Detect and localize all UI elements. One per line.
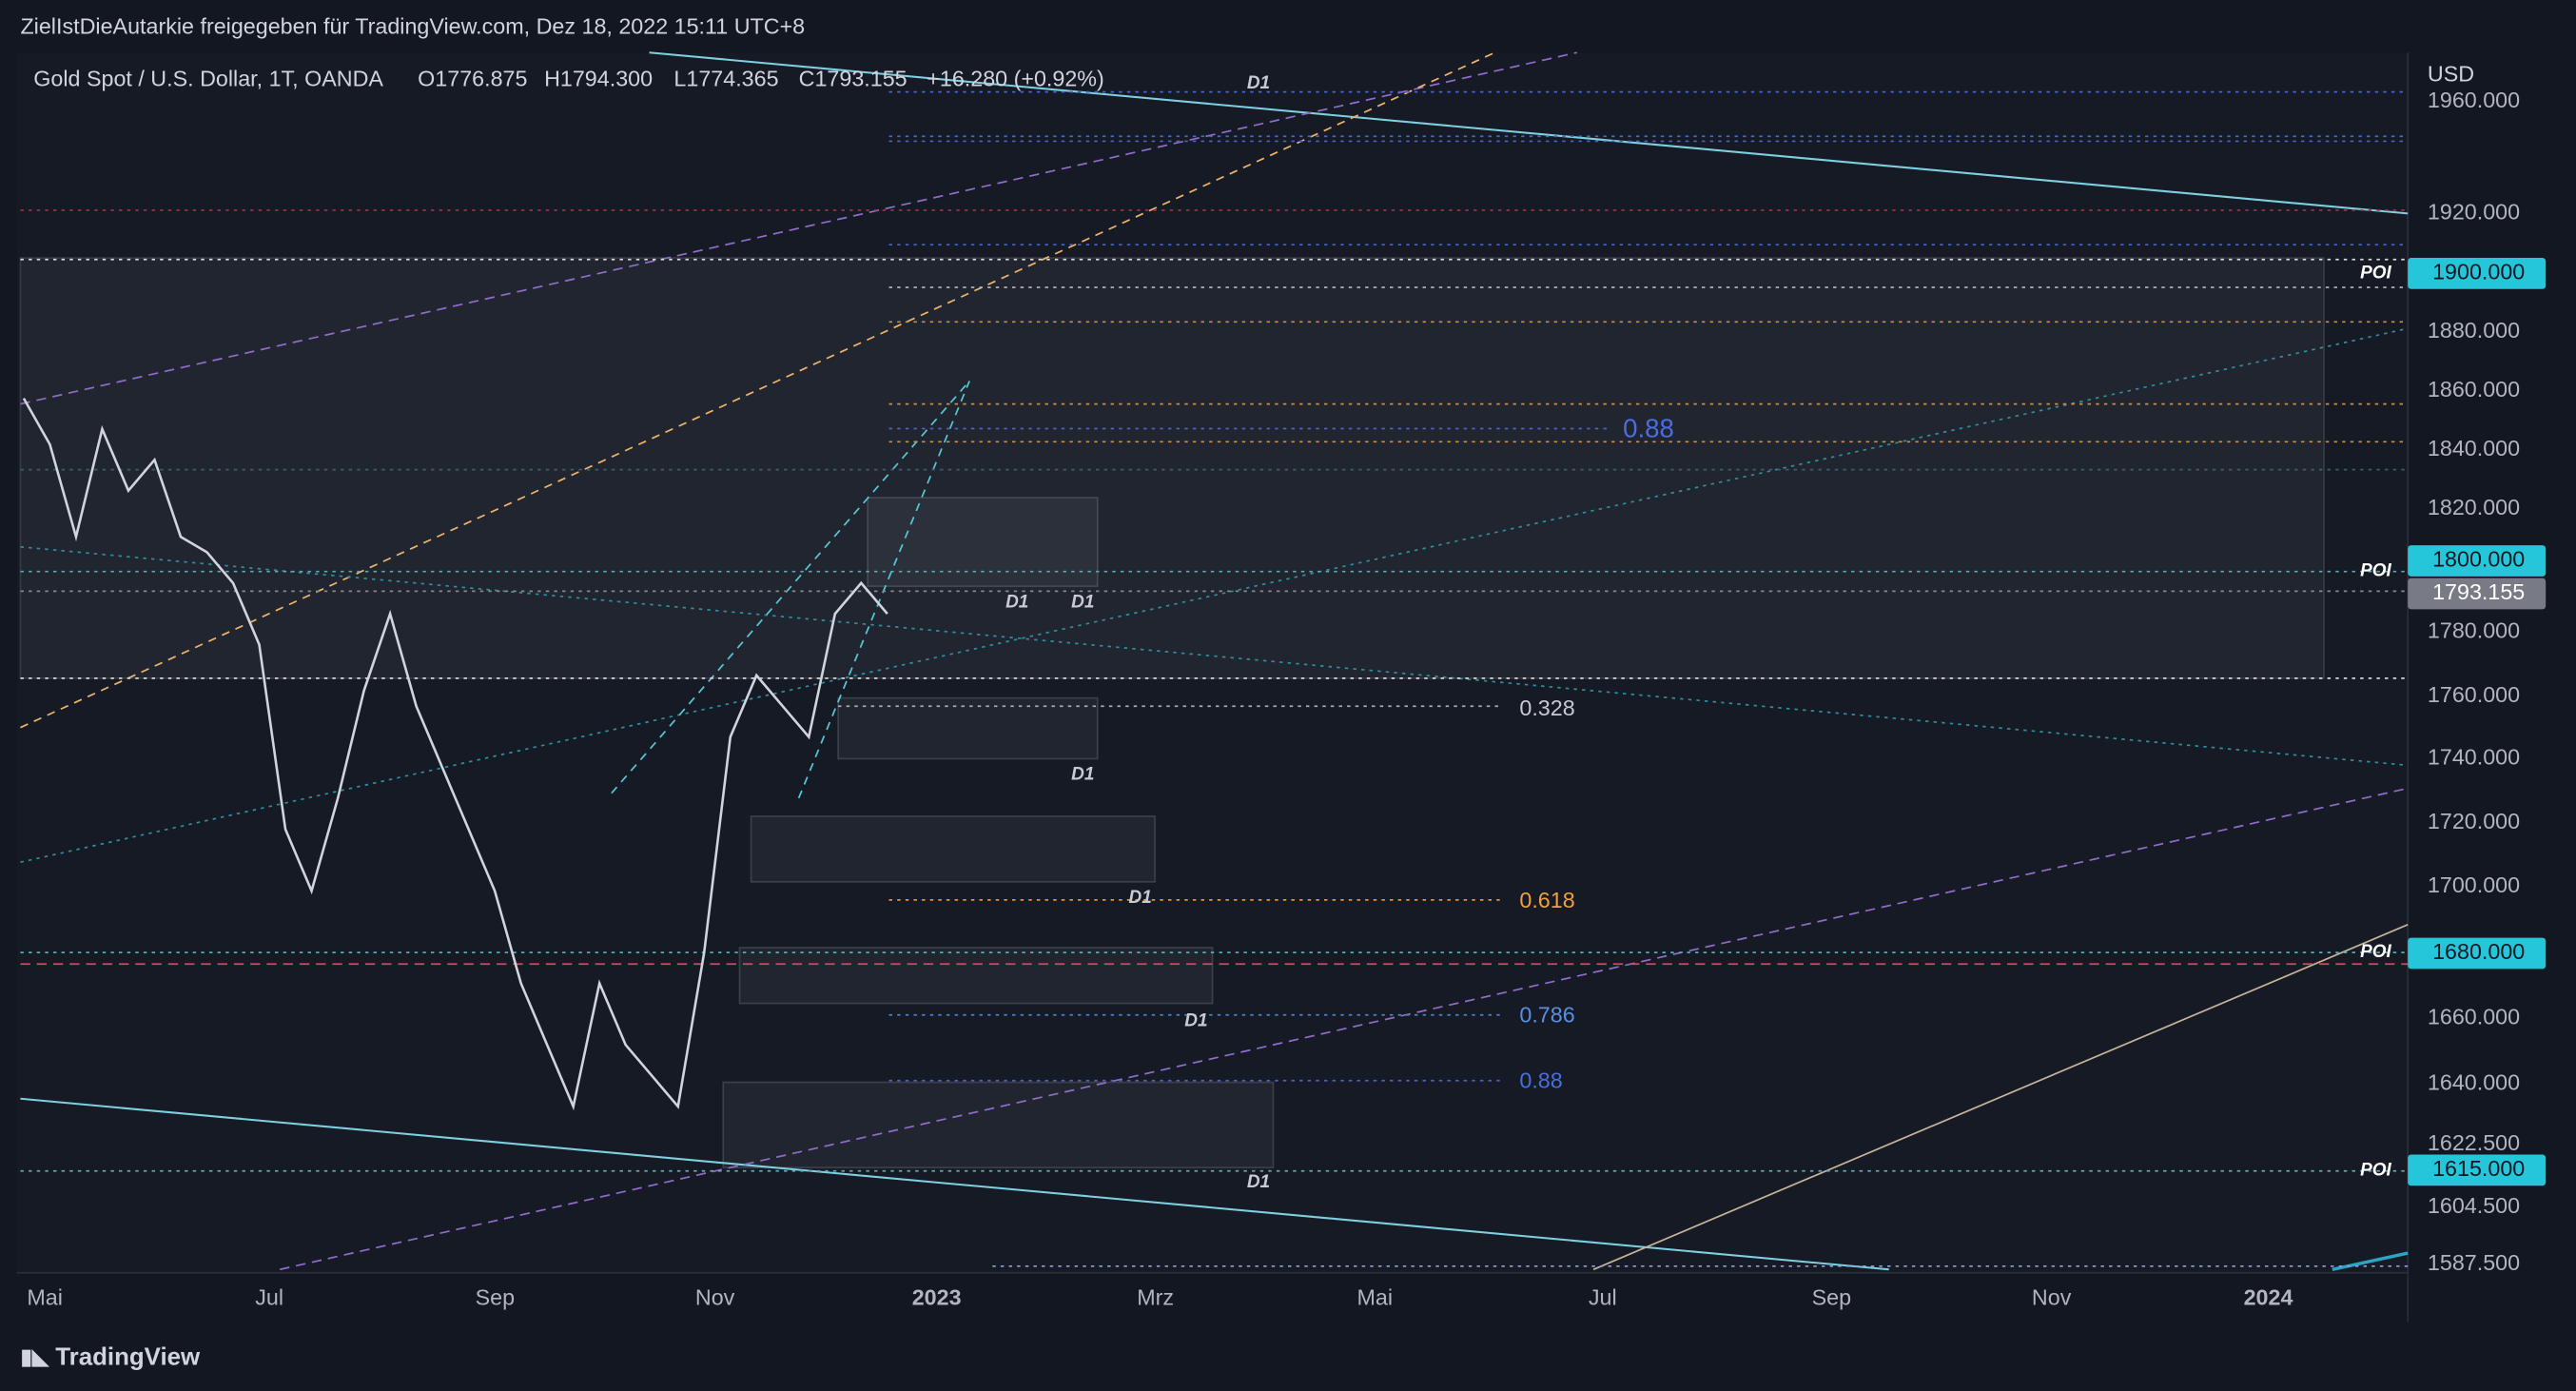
brand-name: TradingView — [55, 1343, 201, 1370]
price-path — [22, 397, 888, 1111]
zone-label: D1 — [1247, 73, 1270, 93]
zones — [722, 497, 1275, 1169]
brand: ▮◣ TradingView — [20, 1343, 201, 1370]
price-label: 1604.500 — [2428, 1193, 2520, 1218]
time-label: 2023 — [912, 1284, 962, 1309]
price-label: 1920.000 — [2428, 200, 2520, 225]
price-label: 1880.000 — [2428, 318, 2520, 343]
zone-label: D1 — [1247, 1172, 1270, 1192]
price-label: 1660.000 — [2428, 1004, 2520, 1029]
zone — [19, 257, 2326, 679]
symbol: Gold Spot / U.S. Dollar, 1T, OANDA — [33, 67, 383, 91]
price-label: 1780.000 — [2428, 618, 2520, 643]
poi: POI — [2360, 561, 2391, 581]
high: H1794.300 — [544, 67, 653, 91]
low: L1774.365 — [673, 67, 778, 91]
time-labels: Mai Jul Sep Nov 2023 Mrz Mai Jul Sep Nov… — [27, 1284, 2293, 1309]
tag-bg — [2408, 1154, 2547, 1186]
currency: USD — [2428, 62, 2474, 87]
time-label: Mai — [1356, 1284, 1393, 1309]
price-tag: 1900.000 — [2432, 260, 2525, 284]
price-tag: 1793.155 — [2432, 579, 2525, 604]
price-label: 1760.000 — [2428, 682, 2520, 707]
tag-bg — [2408, 545, 2547, 577]
price-tag: 1615.000 — [2432, 1156, 2525, 1181]
price-label: 1622.500 — [2428, 1130, 2520, 1155]
tag-bg — [2408, 578, 2547, 610]
price-label: 1860.000 — [2428, 377, 2520, 402]
fib-label: 0.88 — [1519, 1068, 1562, 1093]
share-note: ZielIstDieAutarkie freigegeben für Tradi… — [20, 13, 805, 38]
time-label: Sep — [476, 1284, 515, 1309]
price-tag: 1800.000 — [2432, 547, 2525, 572]
time-label: Jul — [255, 1284, 283, 1309]
zone-label: D1 — [1071, 592, 1094, 612]
fib-label: 0.618 — [1519, 888, 1574, 912]
fib-label: 0.786 — [1519, 1003, 1574, 1028]
poi: POI — [2360, 263, 2391, 283]
price-line — [22, 397, 888, 1111]
chart-pane — [17, 52, 2409, 1273]
tag-bg — [2408, 257, 2547, 289]
change: +16.280 (+0.92%) — [927, 67, 1104, 91]
price-label: 1720.000 — [2428, 809, 2520, 833]
price-label: 1960.000 — [2428, 88, 2520, 112]
poi: POI — [2360, 942, 2391, 962]
price-label: 1820.000 — [2428, 495, 2520, 519]
price-label: 1740.000 — [2428, 745, 2520, 770]
close: C1793.155 — [799, 67, 907, 91]
price-label: 1587.500 — [2428, 1250, 2520, 1275]
price-label: 1840.000 — [2428, 436, 2520, 460]
price-label: 1640.000 — [2428, 1069, 2520, 1094]
price-tag: 1680.000 — [2432, 939, 2525, 964]
fib-label: 0.328 — [1519, 696, 1574, 720]
time-label: Mrz — [1137, 1284, 1174, 1309]
zone-label: D1 — [1129, 888, 1152, 908]
time-label: Mai — [27, 1284, 63, 1309]
drawings — [20, 51, 2409, 1271]
poi: POI — [2360, 1161, 2391, 1181]
time-label: Jul — [1589, 1284, 1617, 1309]
zone-label: D1 — [1071, 765, 1094, 785]
zone-label: D1 — [1184, 1011, 1207, 1031]
zone-label: D1 — [1005, 592, 1028, 612]
time-label: Nov — [695, 1284, 735, 1309]
time-label: Nov — [2032, 1284, 2072, 1309]
fib-label: 0.88 — [1623, 414, 1674, 443]
price-labels: 1960.000 1920.000 1880.000 1860.000 1840… — [2428, 88, 2520, 1275]
open: O1776.875 — [418, 67, 527, 91]
price-tags: 1900.000 POI 1800.000 POI 1793.155 1680.… — [2360, 257, 2547, 1186]
tag-bg — [2408, 937, 2547, 970]
price-label: 1700.000 — [2428, 872, 2520, 897]
time-label: Sep — [1812, 1284, 1851, 1309]
time-label: 2024 — [2244, 1284, 2293, 1309]
